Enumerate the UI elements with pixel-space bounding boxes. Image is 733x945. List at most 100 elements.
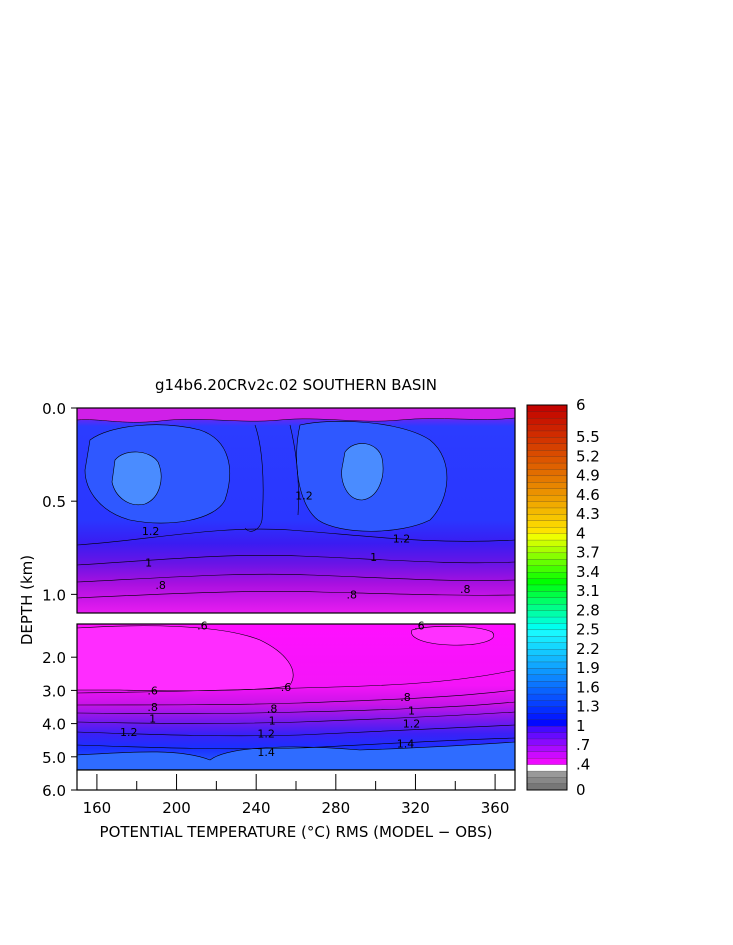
colorbar-band [526, 404, 568, 412]
contour-label: .6 [147, 684, 158, 697]
x-axis: 160 200 240 280 320 360 [83, 774, 510, 817]
colorbar-label: 1.3 [576, 698, 600, 716]
colorbar-label: 1 [576, 717, 586, 735]
colorbar-label: 6 [576, 396, 586, 414]
colorbar-band [526, 757, 568, 765]
upper-contour-1 [77, 528, 515, 546]
colorbar-band [526, 700, 568, 708]
contour-label: .6 [281, 681, 292, 694]
colorbar-band [526, 590, 568, 598]
upper-blob-left-core [111, 451, 162, 506]
contour-label: 1.2 [120, 726, 138, 739]
colorbar-band [526, 417, 568, 425]
colorbar-band [526, 629, 568, 637]
colorbar-band [526, 539, 568, 547]
colorbar-band [526, 481, 568, 489]
upper-contour-labels: 1.21 1.8.8.81.21.2 [142, 490, 471, 602]
contour-label: .8 [346, 588, 357, 601]
y-tick-label: 1.0 [42, 586, 66, 604]
colorbar-label: 4.3 [576, 505, 600, 523]
colorbar-frame [526, 404, 568, 791]
contour-label: 1 [370, 551, 377, 564]
contour-label: 1 [269, 714, 276, 727]
colorbar-band [526, 744, 568, 752]
x-tick-label: 160 [83, 799, 112, 817]
colorbar-label: 3.7 [576, 544, 600, 562]
x-tick-label: 200 [162, 799, 191, 817]
x-tick-label: 240 [242, 799, 271, 817]
upper-contour-5 [244, 424, 264, 532]
upper-contour-4 [77, 591, 515, 599]
colorbar-label: 0 [576, 781, 586, 799]
colorbar-label: .4 [576, 755, 590, 773]
colorbar-label: 3.4 [576, 563, 600, 581]
contour-label: 1.2 [295, 490, 313, 503]
y-tick-label: 2.0 [42, 649, 66, 667]
lower-contour-labels: .6.6.6.6.8.8.81 111.2 1.21.21.41.4 [120, 619, 425, 758]
colorbar-band [526, 488, 568, 496]
colorbar-band [526, 558, 568, 566]
colorbar-band [526, 449, 568, 457]
upper-panel-frame [76, 407, 516, 614]
lower-contour-2 [77, 689, 515, 706]
contour-label: 1.2 [393, 532, 411, 545]
y-axis: 0.0 0.5 1.0 2.0 3.0 4.0 5.0 6.0 [42, 400, 77, 800]
colorbar-band [526, 456, 568, 464]
lower-deep-lobe [77, 741, 515, 770]
contour-label: .8 [155, 579, 166, 592]
lower-contour-3 [77, 701, 515, 714]
colorbar-band [526, 751, 568, 759]
colorbar-band [526, 494, 568, 502]
contour-label: .8 [267, 703, 278, 716]
colorbar-band [526, 436, 568, 444]
contour-label: 1 [408, 704, 415, 717]
lower-contour-1 [77, 669, 515, 694]
contour-label: .8 [460, 583, 471, 596]
y-axis-label: DEPTH (km) [18, 555, 36, 645]
x-tick-label: 360 [481, 799, 510, 817]
colorbar-band [526, 603, 568, 611]
y-tick-label: 5.0 [42, 749, 66, 767]
colorbar-label: 1.9 [576, 659, 600, 677]
lower-contour-4 [77, 711, 515, 724]
colorbar-band [526, 546, 568, 554]
colorbar-band [526, 462, 568, 470]
y-tick-label: 0.0 [42, 400, 66, 418]
contour-label: 1.2 [257, 728, 275, 741]
contour-label: 1.4 [397, 738, 415, 751]
colorbar-label: 1.6 [576, 678, 600, 696]
colorbar-band [526, 725, 568, 733]
y-tick-label: 3.0 [42, 682, 66, 700]
colorbar-band [526, 552, 568, 560]
contour-label: 1.4 [257, 746, 275, 759]
colorbar-band [526, 424, 568, 432]
colorbar-band [526, 571, 568, 579]
colorbar-band [526, 501, 568, 509]
upper-contour-6 [289, 424, 299, 516]
colorbar-band [526, 719, 568, 727]
colorbar-band [526, 712, 568, 720]
colorbar-band [526, 667, 568, 675]
contour-label: 1 [145, 557, 152, 570]
colorbar-band [526, 661, 568, 669]
colorbar-label: 2.2 [576, 640, 600, 658]
colorbar-band [526, 443, 568, 451]
y-tick-label: 0.5 [42, 493, 66, 511]
colorbar-band [526, 584, 568, 592]
contour-label: .8 [400, 691, 411, 704]
colorbar-band [526, 623, 568, 631]
colorbar-band [526, 706, 568, 714]
colorbar-label: .7 [576, 736, 590, 754]
colorbar-band [526, 610, 568, 618]
colorbar-band [526, 507, 568, 515]
contour-label: .6 [197, 619, 208, 632]
colorbar-label: 3.1 [576, 582, 600, 600]
colorbar-band [526, 738, 568, 746]
colorbar-band [526, 430, 568, 438]
upper-contour-2 [77, 555, 515, 566]
colorbar-band [526, 475, 568, 483]
upper-surface-band [77, 408, 515, 423]
colorbar-label: 4 [576, 524, 586, 542]
colorbar-band [526, 783, 568, 791]
